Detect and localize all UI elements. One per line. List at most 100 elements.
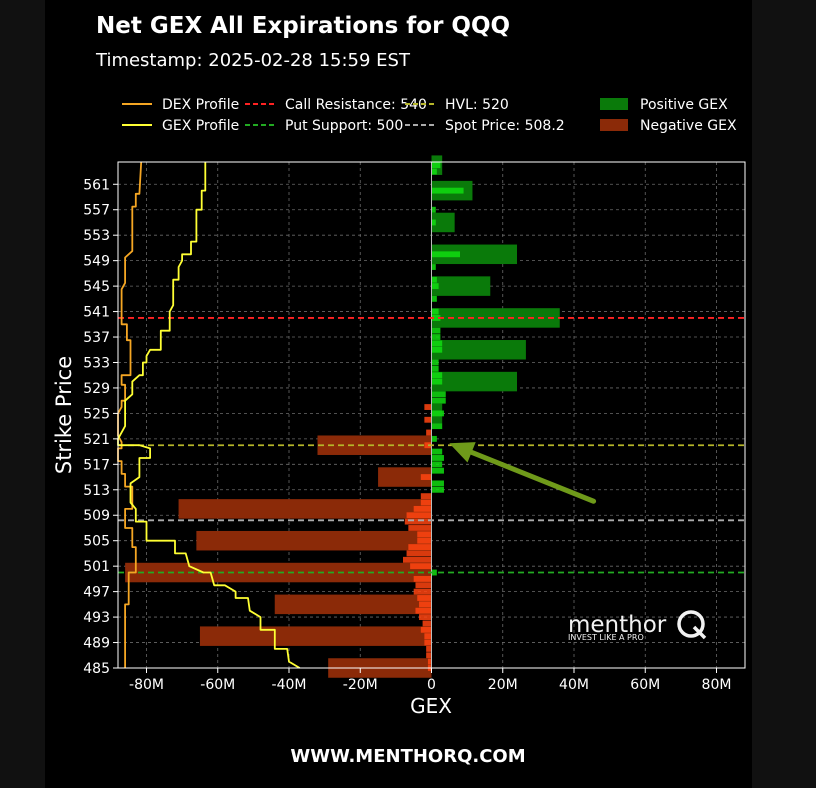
gex-profile-line	[117, 162, 301, 669]
y-tick-label: 549	[83, 254, 110, 270]
figure-background	[45, 0, 752, 788]
net-gex-bar	[413, 588, 432, 595]
net-gex-bar	[431, 372, 443, 379]
footer-url: WWW.MENTHORQ.COM	[290, 746, 526, 767]
net-gex-bar	[404, 518, 432, 525]
y-axis-ticks: 485 489 493 497 501 505 509 513 517 521 525 529 533 5…	[83, 177, 118, 677]
x-axis-label: GEX	[410, 694, 452, 718]
arrow-head	[449, 442, 476, 463]
gex-bar	[199, 626, 432, 646]
net-gex-bar	[431, 461, 443, 468]
legend-patch	[600, 119, 628, 131]
net-gex-bar	[426, 429, 432, 436]
net-gex-bar	[426, 652, 432, 659]
logo-wordmark: menthor	[568, 612, 667, 638]
legend-label: Negative GEX	[640, 118, 737, 134]
net-gex-bar	[431, 378, 443, 385]
arrow-shaft	[469, 449, 597, 504]
legend-patch	[600, 98, 628, 110]
net-gex-bar	[419, 614, 432, 621]
gex-bar	[431, 276, 491, 296]
net-gex-bar	[431, 340, 443, 347]
net-gex-bar	[431, 397, 446, 404]
y-tick-label: 485	[83, 661, 110, 677]
x-tick-label: 20M	[488, 677, 518, 693]
net-gex-bar	[431, 187, 464, 194]
net-gex-bar	[408, 525, 432, 531]
net-gex-bar	[431, 480, 444, 487]
net-gex-bar	[431, 455, 444, 461]
gex-bar	[431, 308, 560, 328]
net-gex-bar	[403, 556, 432, 563]
y-tick-label: 501	[83, 559, 110, 575]
net-gex-bar	[431, 308, 439, 315]
y-tick-label: 541	[83, 305, 110, 321]
y-tick-label: 521	[83, 432, 110, 448]
net-gex-bar	[424, 639, 432, 646]
net-gex-bar	[431, 467, 444, 474]
gex-bar	[431, 212, 455, 233]
net-gex-bar	[406, 550, 432, 557]
net-gex-bar	[431, 283, 439, 290]
net-gex-bar	[431, 365, 439, 372]
y-tick-label: 493	[83, 610, 110, 626]
x-tick-label: -60M	[200, 677, 235, 693]
y-tick-label: 553	[83, 228, 110, 244]
net-gex-bar	[431, 486, 444, 493]
gex-bar	[317, 435, 432, 455]
x-tick-label: 0	[427, 677, 436, 693]
y-tick-label: 545	[83, 279, 110, 295]
net-gex-bar	[419, 601, 432, 608]
net-gex-bar	[431, 391, 446, 398]
legend-label: Put Support: 500	[285, 118, 403, 134]
net-gex-bar	[413, 575, 432, 582]
y-tick-label: 557	[83, 203, 110, 219]
net-gex-bar	[431, 315, 441, 321]
gex-bar	[378, 467, 432, 487]
y-tick-label: 561	[83, 177, 110, 193]
gex-bar	[178, 499, 432, 519]
legend-label: GEX Profile	[162, 118, 239, 134]
net-gex-bar	[417, 531, 432, 538]
net-gex-bar	[431, 448, 443, 455]
net-gex-bar	[406, 512, 432, 519]
net-gex-bar	[431, 346, 443, 353]
net-gex-bar	[420, 499, 432, 506]
net-gex-bar	[422, 620, 432, 627]
gex-bar	[431, 244, 517, 265]
logo-tagline: INVEST LIKE A PRO	[568, 633, 644, 642]
net-gex-bar	[413, 505, 432, 512]
net-gex-bar	[431, 569, 437, 576]
legend-label: DEX Profile	[162, 97, 239, 113]
legend-label: HVL: 520	[445, 97, 509, 113]
net-gex-bar	[424, 442, 432, 449]
net-gex-bar	[431, 435, 437, 442]
net-gex-bar	[408, 544, 432, 550]
legend-label: Call Resistance: 540	[285, 97, 427, 113]
net-gex-bar	[431, 295, 437, 302]
net-gex-bar	[427, 658, 432, 665]
x-tick-label: 40M	[559, 677, 589, 693]
annotations	[449, 442, 597, 504]
net-gex-bar	[417, 595, 432, 601]
net-gex-bar	[431, 162, 441, 169]
chart-title: Net GEX All Expirations for QQQ	[96, 13, 511, 39]
gex-bar	[431, 371, 517, 392]
y-tick-label: 517	[83, 457, 110, 473]
net-gex-bar	[420, 493, 432, 500]
gex-bars	[125, 155, 560, 678]
net-gex-bar	[431, 359, 439, 366]
x-tick-label: 60M	[630, 677, 660, 693]
dex-profile-line	[117, 161, 143, 668]
net-gex-bar	[424, 633, 432, 640]
menthorq-logo: menthor INVEST LIKE A PRO	[568, 610, 707, 642]
y-tick-label: 497	[83, 585, 110, 601]
x-tick-label: -40M	[272, 677, 307, 693]
net-gex-bar	[431, 423, 443, 430]
gex-bar	[274, 594, 432, 615]
y-tick-label: 489	[83, 636, 110, 652]
net-gex-bar	[431, 327, 441, 334]
net-gex-bar	[420, 474, 432, 480]
gex-bar	[431, 340, 526, 360]
profile-lines	[117, 161, 301, 669]
